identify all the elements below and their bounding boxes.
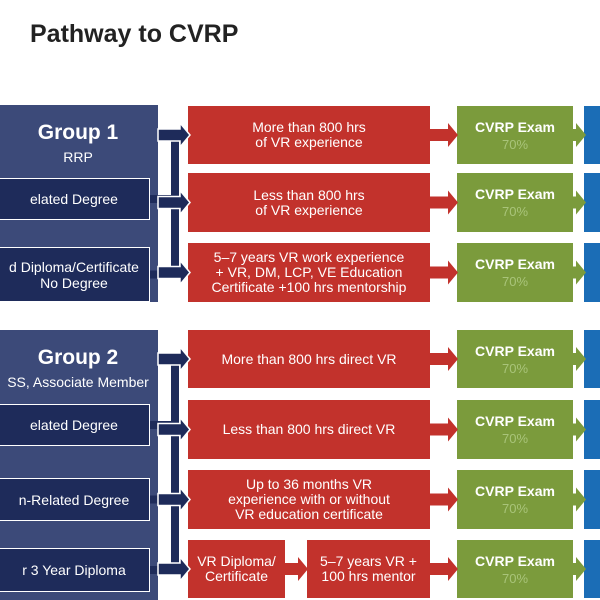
result-box — [584, 400, 600, 459]
arrow — [157, 554, 191, 584]
text-line: + VR, DM, LCP, VE Education — [215, 264, 403, 280]
group-title: Group 1 — [37, 121, 119, 144]
option-box: r 3 Year Diploma — [0, 548, 150, 592]
text-line: VR education certificate — [235, 506, 383, 522]
result-box — [584, 330, 600, 388]
text-line: r 3 Year Diploma — [22, 562, 126, 578]
text-line: 100 hrs mentor — [321, 568, 416, 584]
result-box — [584, 540, 600, 598]
group-subtitle: SS, Associate Member — [7, 374, 149, 390]
text-line: More than 800 hrs direct VR — [221, 350, 397, 367]
option-box: elated Degree — [0, 404, 150, 446]
text-line: experience with or without — [228, 491, 390, 507]
arrow — [157, 415, 191, 444]
step-box: Less than 800 hrs direct VR — [188, 400, 430, 459]
exam-box: CVRP Exam 70% — [457, 400, 573, 459]
arrow — [572, 347, 586, 371]
text-line: elated Degree — [30, 191, 118, 207]
text-line: elated Degree — [30, 417, 118, 433]
connector — [150, 208, 179, 279]
arrow — [572, 260, 586, 285]
exam-label: CVRP Exam — [475, 256, 555, 272]
step-box: VR Diploma/Certificate — [188, 540, 285, 598]
exam-label: CVRP Exam — [475, 552, 555, 569]
arrow — [157, 120, 191, 150]
step-box: More than 800 hrs direct VR — [188, 330, 430, 388]
exam-box: CVRP Exam 70% — [457, 540, 573, 598]
text-line: No Degree — [40, 274, 108, 291]
exam-score: 70% — [501, 274, 529, 289]
text-line: Less than 800 hrs direct VR — [222, 421, 396, 437]
exam-score: 70% — [501, 136, 529, 152]
step-box: 5–7 years VR +100 hrs mentor — [307, 540, 430, 598]
exam-label: CVRP Exam — [475, 118, 555, 135]
exam-label: CVRP Exam — [475, 413, 555, 429]
text-line: 5–7 years VR work experience — [213, 249, 405, 265]
exam-label: CVRP Exam — [475, 342, 555, 359]
arrow — [430, 260, 458, 285]
arrow — [157, 188, 191, 217]
arrow — [430, 347, 458, 371]
connector — [150, 435, 179, 504]
exam-label: CVRP Exam — [475, 186, 555, 202]
option-box: d Diploma/Certificate No Degree — [0, 247, 150, 302]
group-title: Group 2 — [37, 346, 119, 369]
text-line: n-Related Degree — [18, 491, 130, 508]
option-box: n-Related Degree — [0, 478, 150, 521]
step-box: Less than 800 hrs of VR experience — [188, 173, 430, 232]
exam-box: CVRP Exam 70% — [457, 106, 573, 164]
text-line: of VR experience — [255, 201, 363, 218]
text-line: d Diploma/Certificate — [9, 258, 139, 275]
text-line: More than 800 hrs — [252, 119, 366, 135]
text-line: 5–7 years VR + — [320, 553, 417, 569]
result-box — [584, 243, 600, 302]
text-line: of VR experience — [255, 134, 363, 150]
arrow — [572, 123, 586, 147]
text-line: Certificate — [204, 568, 269, 584]
result-box — [584, 470, 600, 529]
text-line: Less than 800 hrs — [253, 186, 365, 203]
arrow — [430, 190, 458, 215]
connector — [150, 505, 179, 574]
arrow — [157, 344, 191, 374]
exam-score: 70% — [501, 431, 529, 446]
arrow — [157, 485, 191, 514]
connector — [150, 141, 179, 203]
exam-score: 70% — [501, 570, 529, 586]
arrow — [430, 123, 458, 147]
arrow — [572, 557, 586, 581]
arrow — [285, 557, 308, 581]
step-box: 5–7 years VR work experience + VR, DM, LC… — [188, 243, 430, 302]
option-box: elated Degree — [0, 178, 150, 220]
text-line: Certificate +100 hrs mentorship — [211, 279, 407, 295]
arrow — [430, 557, 458, 581]
step-box: More than 800 hrs of VR experience — [188, 106, 430, 164]
text-line: Up to 36 months VR — [245, 476, 373, 492]
exam-box: CVRP Exam 70% — [457, 243, 573, 302]
group-subtitle: RRP — [63, 149, 93, 165]
text-line: VR Diploma/ — [197, 553, 276, 569]
arrow — [572, 487, 586, 512]
title: Pathway to CVRP — [30, 20, 239, 48]
exam-score: 70% — [501, 501, 529, 516]
arrow — [430, 417, 458, 442]
step-box: Up to 36 months VR experience with or wit… — [188, 470, 430, 529]
result-box — [584, 106, 600, 164]
exam-score: 70% — [501, 360, 529, 376]
arrow — [572, 417, 586, 442]
arrow — [572, 190, 586, 215]
arrow — [157, 258, 191, 287]
exam-box: CVRP Exam 70% — [457, 330, 573, 388]
exam-score: 70% — [501, 204, 529, 219]
exam-label: CVRP Exam — [475, 483, 555, 499]
arrow — [430, 487, 458, 512]
exam-box: CVRP Exam 70% — [457, 173, 573, 232]
exam-box: CVRP Exam 70% — [457, 470, 573, 529]
result-box — [584, 173, 600, 232]
connector — [150, 365, 179, 429]
